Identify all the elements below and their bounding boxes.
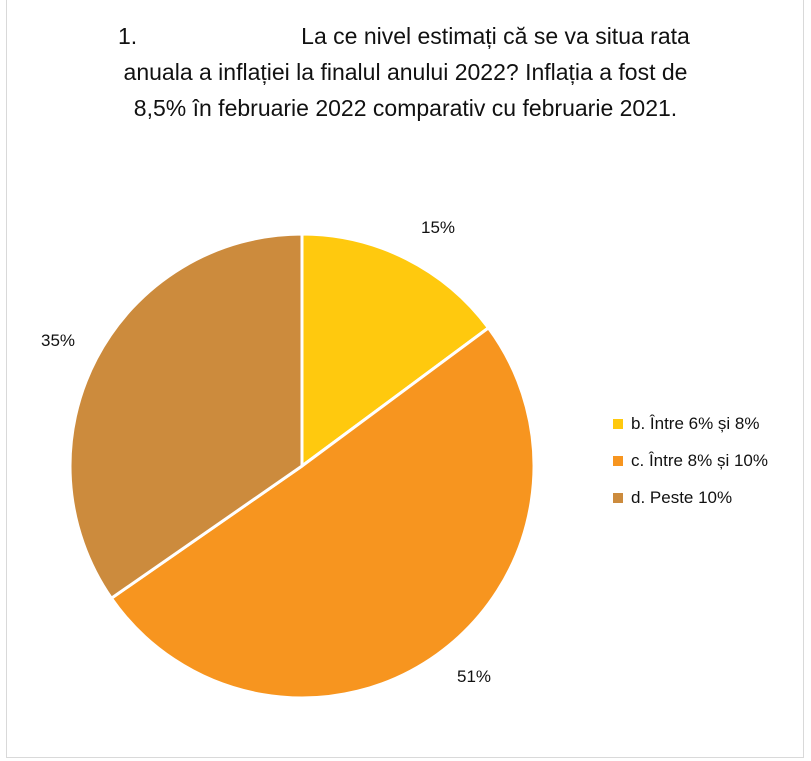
legend-label: d. Peste 10% [631,488,733,507]
chart-legend: b. Între 6% și 8% c. Între 8% și 10% d. Pe… [613,408,768,519]
legend-item-1: b. Între 6% și 8% [613,408,768,440]
data-label-3: 35% [41,331,75,350]
pie-slice-1 [300,232,491,469]
legend-item-3: d. Peste 10% [613,482,768,514]
legend-label: c. Între 8% și 10% [631,451,769,470]
pie-slice-3 [68,232,304,601]
chart-frame [6,0,804,758]
pie-slice-2 [109,325,536,700]
title-line-3: 8,5% în februarie 2022 comparativ cu feb… [133,95,678,121]
legend-item-2: c. Între 8% și 10% [613,445,768,477]
title-line-1: La ce nivel estimați că se va situa rata [301,23,690,49]
legend-label: b. Între 6% și 8% [631,414,760,433]
legend-swatch [613,419,623,429]
data-label-2: 51% [457,667,491,686]
legend-swatch [613,456,623,466]
title-line-2: anuala a inflației la finalul anului 202… [123,59,688,85]
question-number: 1. [118,23,138,49]
data-label-1: 15% [421,218,455,237]
legend-swatch [613,493,623,503]
chart-title: 1. La ce nivel estimați că se va situa r… [0,18,811,126]
